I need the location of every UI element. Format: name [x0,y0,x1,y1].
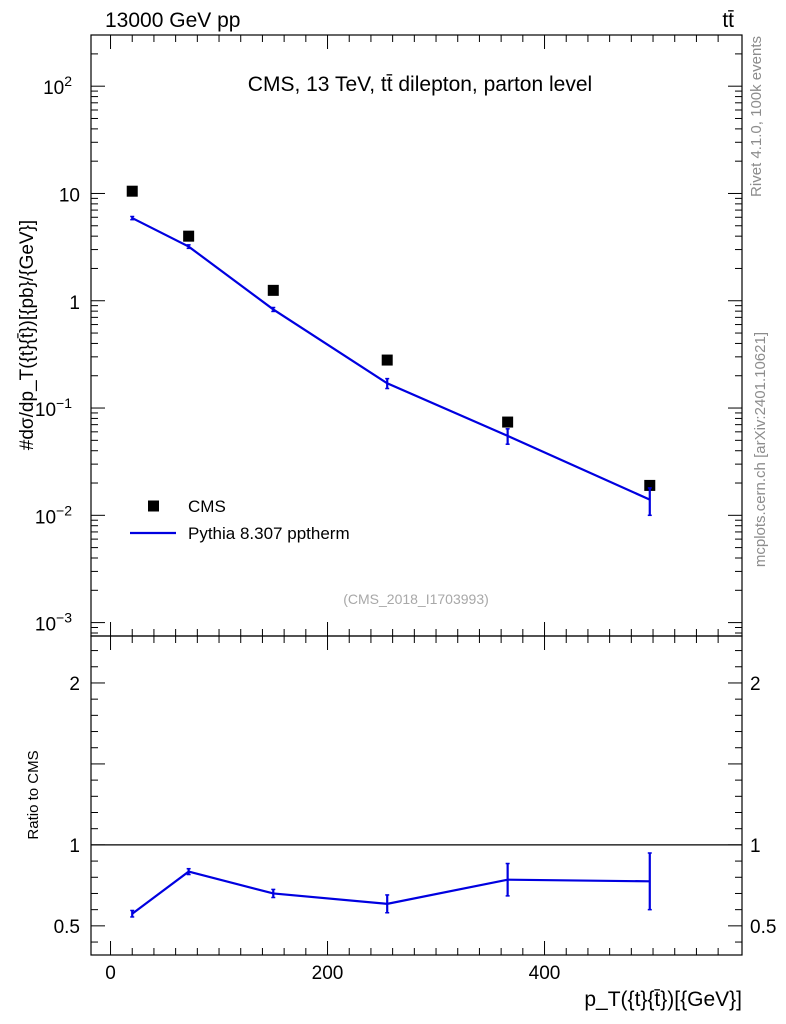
ratio-axis-ticks: 0.5 0.5 1 1 2 2 [54,650,776,943]
x-axis-ticks: 0 200 400 [105,35,719,984]
upper-plot-frame [90,34,743,637]
cms-data-point [267,284,279,296]
analysis-id-label: (CMS_2018_I1703993) [343,591,489,607]
upper-y-axis-label-group: #dσ/dp_T({t}{t̄})[{pb}/{GeV}] [17,220,38,450]
ratio-y-tick-label-left: 0.5 [54,917,80,938]
upper-series-group [126,185,656,517]
cms-data-point [381,354,393,366]
cms-data-point [183,230,195,242]
upper-y-tick-label: 1 [69,293,80,314]
header-process-label: tt̄ [722,9,734,32]
legend: CMS Pythia 8.307 pptherm [130,497,350,543]
upper-axis-ticks: 10−3 10−2 10−1 1 10 102 [35,34,742,636]
x-tick-label: 0 [105,963,116,984]
plot-title: CMS, 13 TeV, tt̄ dilepton, parton level [248,73,592,96]
cms-data-point [126,185,138,197]
upper-y-axis-label: #dσ/dp_T({t}{t̄})[{pb}/{GeV}] [17,220,38,450]
ratio-y-tick-label-right: 0.5 [750,917,776,938]
ratio-pythia-line [131,870,650,915]
upper-y-tick-label: 102 [43,73,72,99]
x-axis-label: p_T({t}{t̄})[{GeV}] [584,988,742,1011]
ratio-y-tick-label-left: 1 [69,836,80,857]
ratio-y-axis-label: Ratio to CMS [25,750,42,839]
legend-label: CMS [188,497,226,516]
rivet-version-label: Rivet 4.1.0, 100k events [748,36,765,197]
upper-y-tick-label: 10 [59,185,80,206]
header-energy-label: 13000 GeV pp [105,9,240,32]
upper-y-tick-label: 10−3 [35,610,72,636]
ratio-series-group [130,852,652,918]
cms-data-point [502,416,514,428]
upper-y-tick-label: 10−1 [35,395,72,421]
ratio-y-tick-label-left: 2 [69,674,80,695]
legend-label: Pythia 8.307 pptherm [188,524,350,543]
x-tick-label: 200 [312,963,344,984]
upper-y-tick-label: 10−2 [35,502,72,528]
ratio-y-axis-label-group: Ratio to CMS [25,750,42,839]
x-tick-label: 400 [529,963,561,984]
cms-data-point [644,479,656,491]
ratio-y-tick-label-right: 2 [750,674,761,695]
ratio-plot-frame [90,635,743,956]
legend-marker-cms [148,500,159,512]
ratio-y-tick-label-right: 1 [750,836,761,857]
mcplots-label: mcplots.cern.ch [arXiv:2401.10621] [752,332,769,567]
pythia-line [131,217,651,501]
